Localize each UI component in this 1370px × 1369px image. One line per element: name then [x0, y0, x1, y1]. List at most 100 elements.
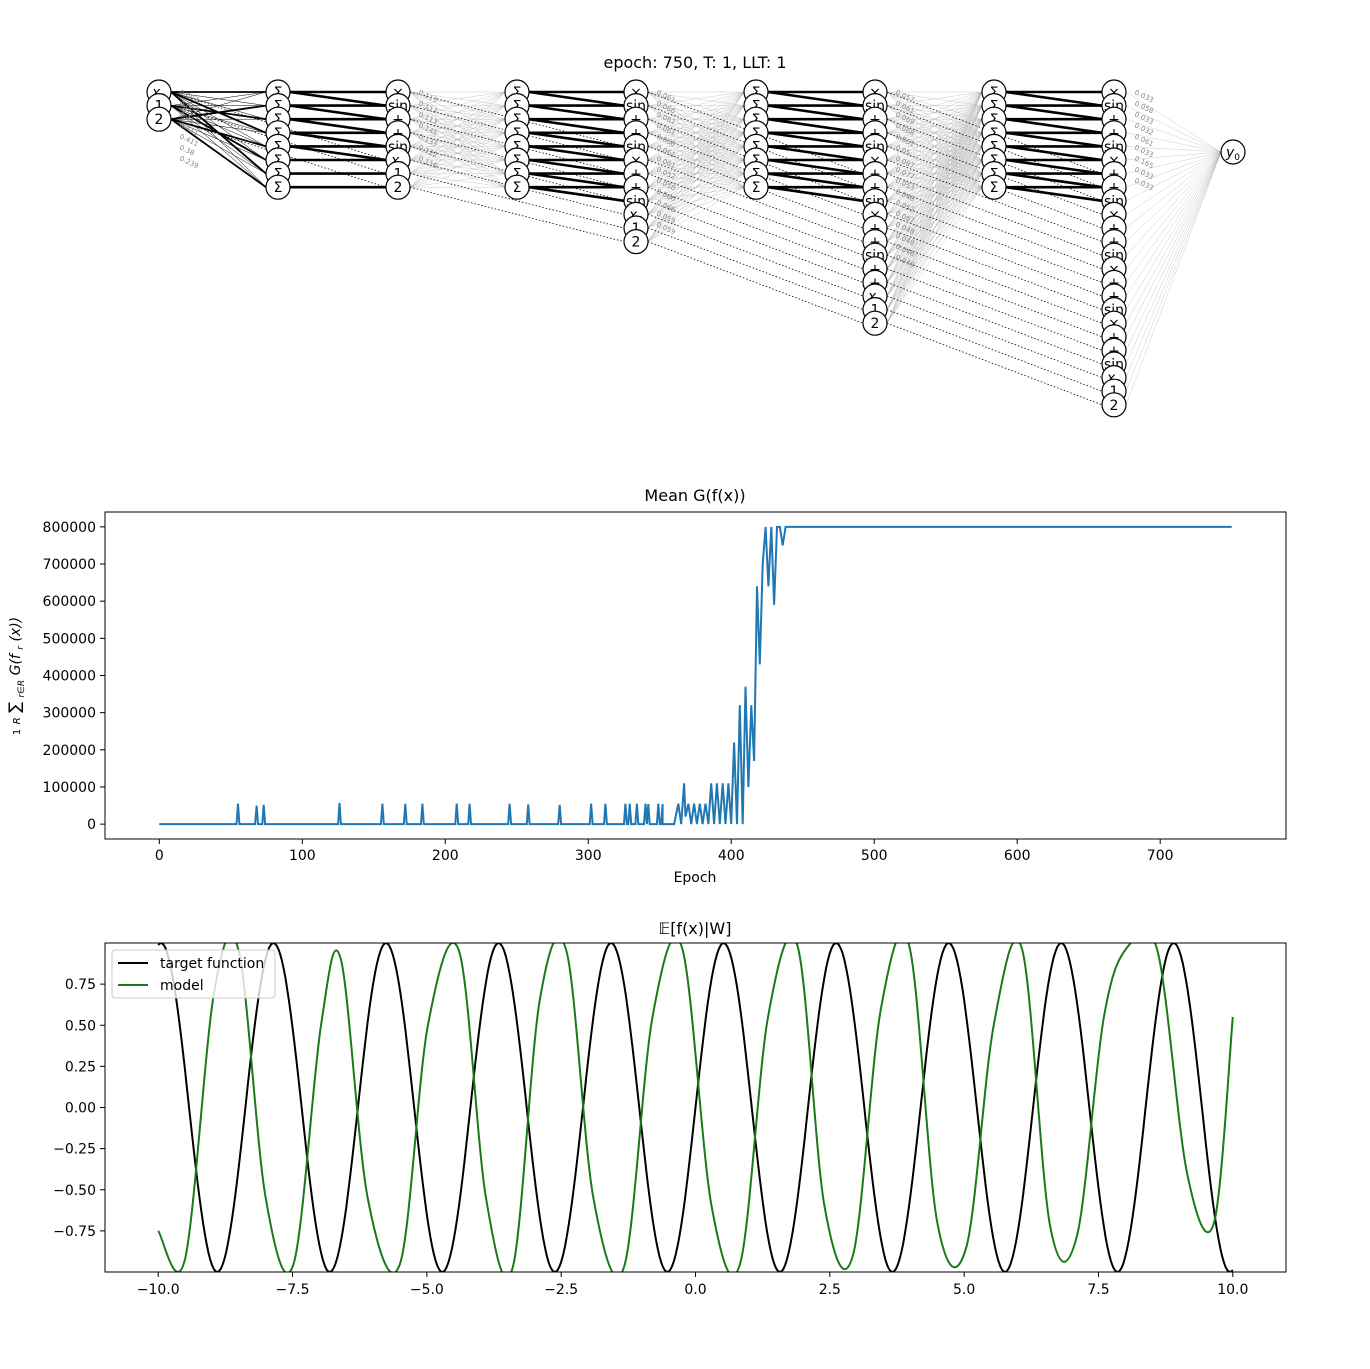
network-skip-edge [647, 200, 864, 283]
network-edge [1005, 117, 1103, 135]
network-edge [528, 158, 625, 175]
network-edge [1125, 151, 1222, 229]
y-tick-label: 100000 [43, 780, 96, 796]
network-node-label: × [1108, 262, 1120, 278]
network-node-label: Σ [513, 153, 522, 169]
network-edge [170, 118, 267, 134]
network-node-label: y0 [1225, 145, 1240, 163]
network-skip-edge [886, 309, 1103, 392]
network-node-label: Σ [752, 112, 761, 128]
network-title: epoch: 750, T: 1, LLT: 1 [603, 53, 786, 72]
network-edge [1125, 151, 1222, 337]
network-nodes: x012ΣΣΣΣΣΣΣΣ×sin++sinx012ΣΣΣΣΣΣΣΣ×sin++s… [146, 79, 1246, 418]
x-tick-label: 400 [718, 848, 745, 864]
network-edge [767, 131, 864, 148]
network-edge [767, 90, 864, 107]
ylabel-sub: r∈R [17, 680, 27, 698]
network-edge [1125, 151, 1222, 365]
network-node-label: + [869, 221, 881, 237]
legend-label-target: target function [160, 956, 264, 972]
network-edge [1125, 151, 1222, 161]
network-node-circle [504, 174, 530, 200]
y-tick-label: 600000 [43, 594, 96, 610]
legend-box [111, 949, 276, 999]
ylabel-frac: 1 [12, 729, 23, 735]
network-edge [528, 104, 625, 121]
network-edge [886, 91, 983, 283]
network-node-label: + [1108, 221, 1120, 237]
network-edge [1005, 145, 1103, 162]
network-edge [647, 91, 745, 133]
chart1-title: Mean G(f(x)) [644, 486, 745, 505]
network-node-label: Σ [752, 153, 761, 169]
network-node: Σ [981, 174, 1007, 200]
network-node: 2 [1101, 392, 1127, 418]
network-edge [528, 145, 625, 162]
network-skip-edge [886, 254, 1103, 338]
network-edge [886, 91, 983, 324]
x-tick-label: 600 [1004, 848, 1031, 864]
network-edge [1125, 151, 1222, 283]
network-edge [409, 91, 506, 188]
network-node-label: + [869, 262, 881, 278]
network-edge [1125, 132, 1222, 153]
network-node: 2 [862, 310, 888, 336]
network-edge [886, 91, 983, 147]
network-node-label: × [630, 153, 642, 169]
network-edge [647, 91, 745, 215]
network-edge [647, 119, 745, 242]
expectation-chart: 𝔼[f(x)|W] −10.0 −7.5 −5.0 −2.5 0.0 2.5 5.0 7.5 1… [53, 919, 1287, 1298]
network-edge [767, 117, 864, 135]
network-node-label: Σ [513, 180, 522, 196]
network-edge [1005, 131, 1103, 148]
network-node-circle [1220, 139, 1246, 165]
network-edge [1125, 151, 1222, 351]
chart1-ticks: 0 100 200 300 400 500 600 700 0 100000 200000 30000… [43, 520, 1174, 864]
network-node-label: + [630, 180, 642, 196]
y-tick-label: 500000 [43, 631, 96, 647]
network-edge [409, 91, 506, 106]
network-edge [886, 146, 983, 324]
network-edge [886, 91, 983, 256]
network-edge [409, 91, 506, 147]
network-edge [647, 91, 745, 188]
y-tick-label: −0.25 [53, 1142, 96, 1158]
network-edge [886, 91, 983, 215]
network-node-label: Σ [990, 153, 999, 169]
network-node-label: + [630, 112, 642, 128]
target-function-line [157, 943, 1234, 1272]
network-skip-edge [886, 282, 1103, 365]
network-node-label: Σ [513, 112, 522, 128]
mean-g-line [159, 525, 1232, 826]
network-skip-edge [886, 322, 1103, 406]
network-edge [289, 104, 387, 121]
network-edge [886, 159, 983, 324]
network-edge [647, 105, 745, 242]
chart1-lines [159, 525, 1232, 826]
network-edge [528, 90, 625, 107]
network-node-label: 1 [632, 221, 641, 237]
network-edge [528, 131, 625, 148]
network-edge [1125, 151, 1222, 215]
network-edge [409, 91, 506, 174]
network-edge [886, 91, 983, 106]
chart2-legend: target function model [111, 949, 276, 999]
network-edge [647, 159, 745, 242]
network-node-circle [862, 310, 888, 336]
network-edge [1005, 104, 1103, 121]
network-node: 2 [623, 229, 649, 255]
network-edge [886, 91, 983, 120]
network-node-label: + [869, 180, 881, 196]
network-diagram: epoch: 750, T: 1, LLT: 1 0.0070.0630.410… [146, 53, 1246, 418]
network-node-label: Σ [274, 139, 283, 155]
node-var: x [151, 85, 161, 101]
network-edge [289, 90, 387, 107]
y-tick-label: 0.50 [65, 1018, 96, 1034]
network-skip-edge [886, 200, 1103, 283]
y-tick-label: 200000 [43, 743, 96, 759]
network-edge [1125, 151, 1222, 378]
network-edge [170, 118, 267, 188]
network-node-label: Σ [274, 180, 283, 196]
network-edge [1125, 151, 1222, 269]
